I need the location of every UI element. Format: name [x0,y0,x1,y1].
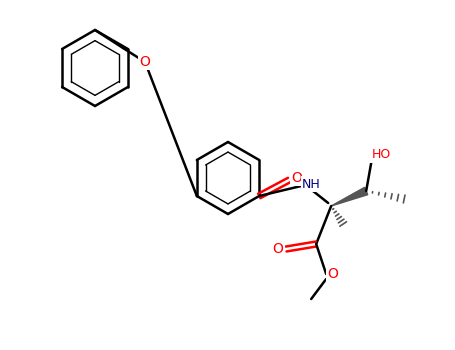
Text: HO: HO [372,148,391,161]
Text: O: O [140,55,151,69]
Text: O: O [328,267,339,281]
Text: NH: NH [302,177,321,190]
Text: O: O [292,171,303,185]
Text: O: O [273,242,283,256]
Polygon shape [331,187,368,206]
